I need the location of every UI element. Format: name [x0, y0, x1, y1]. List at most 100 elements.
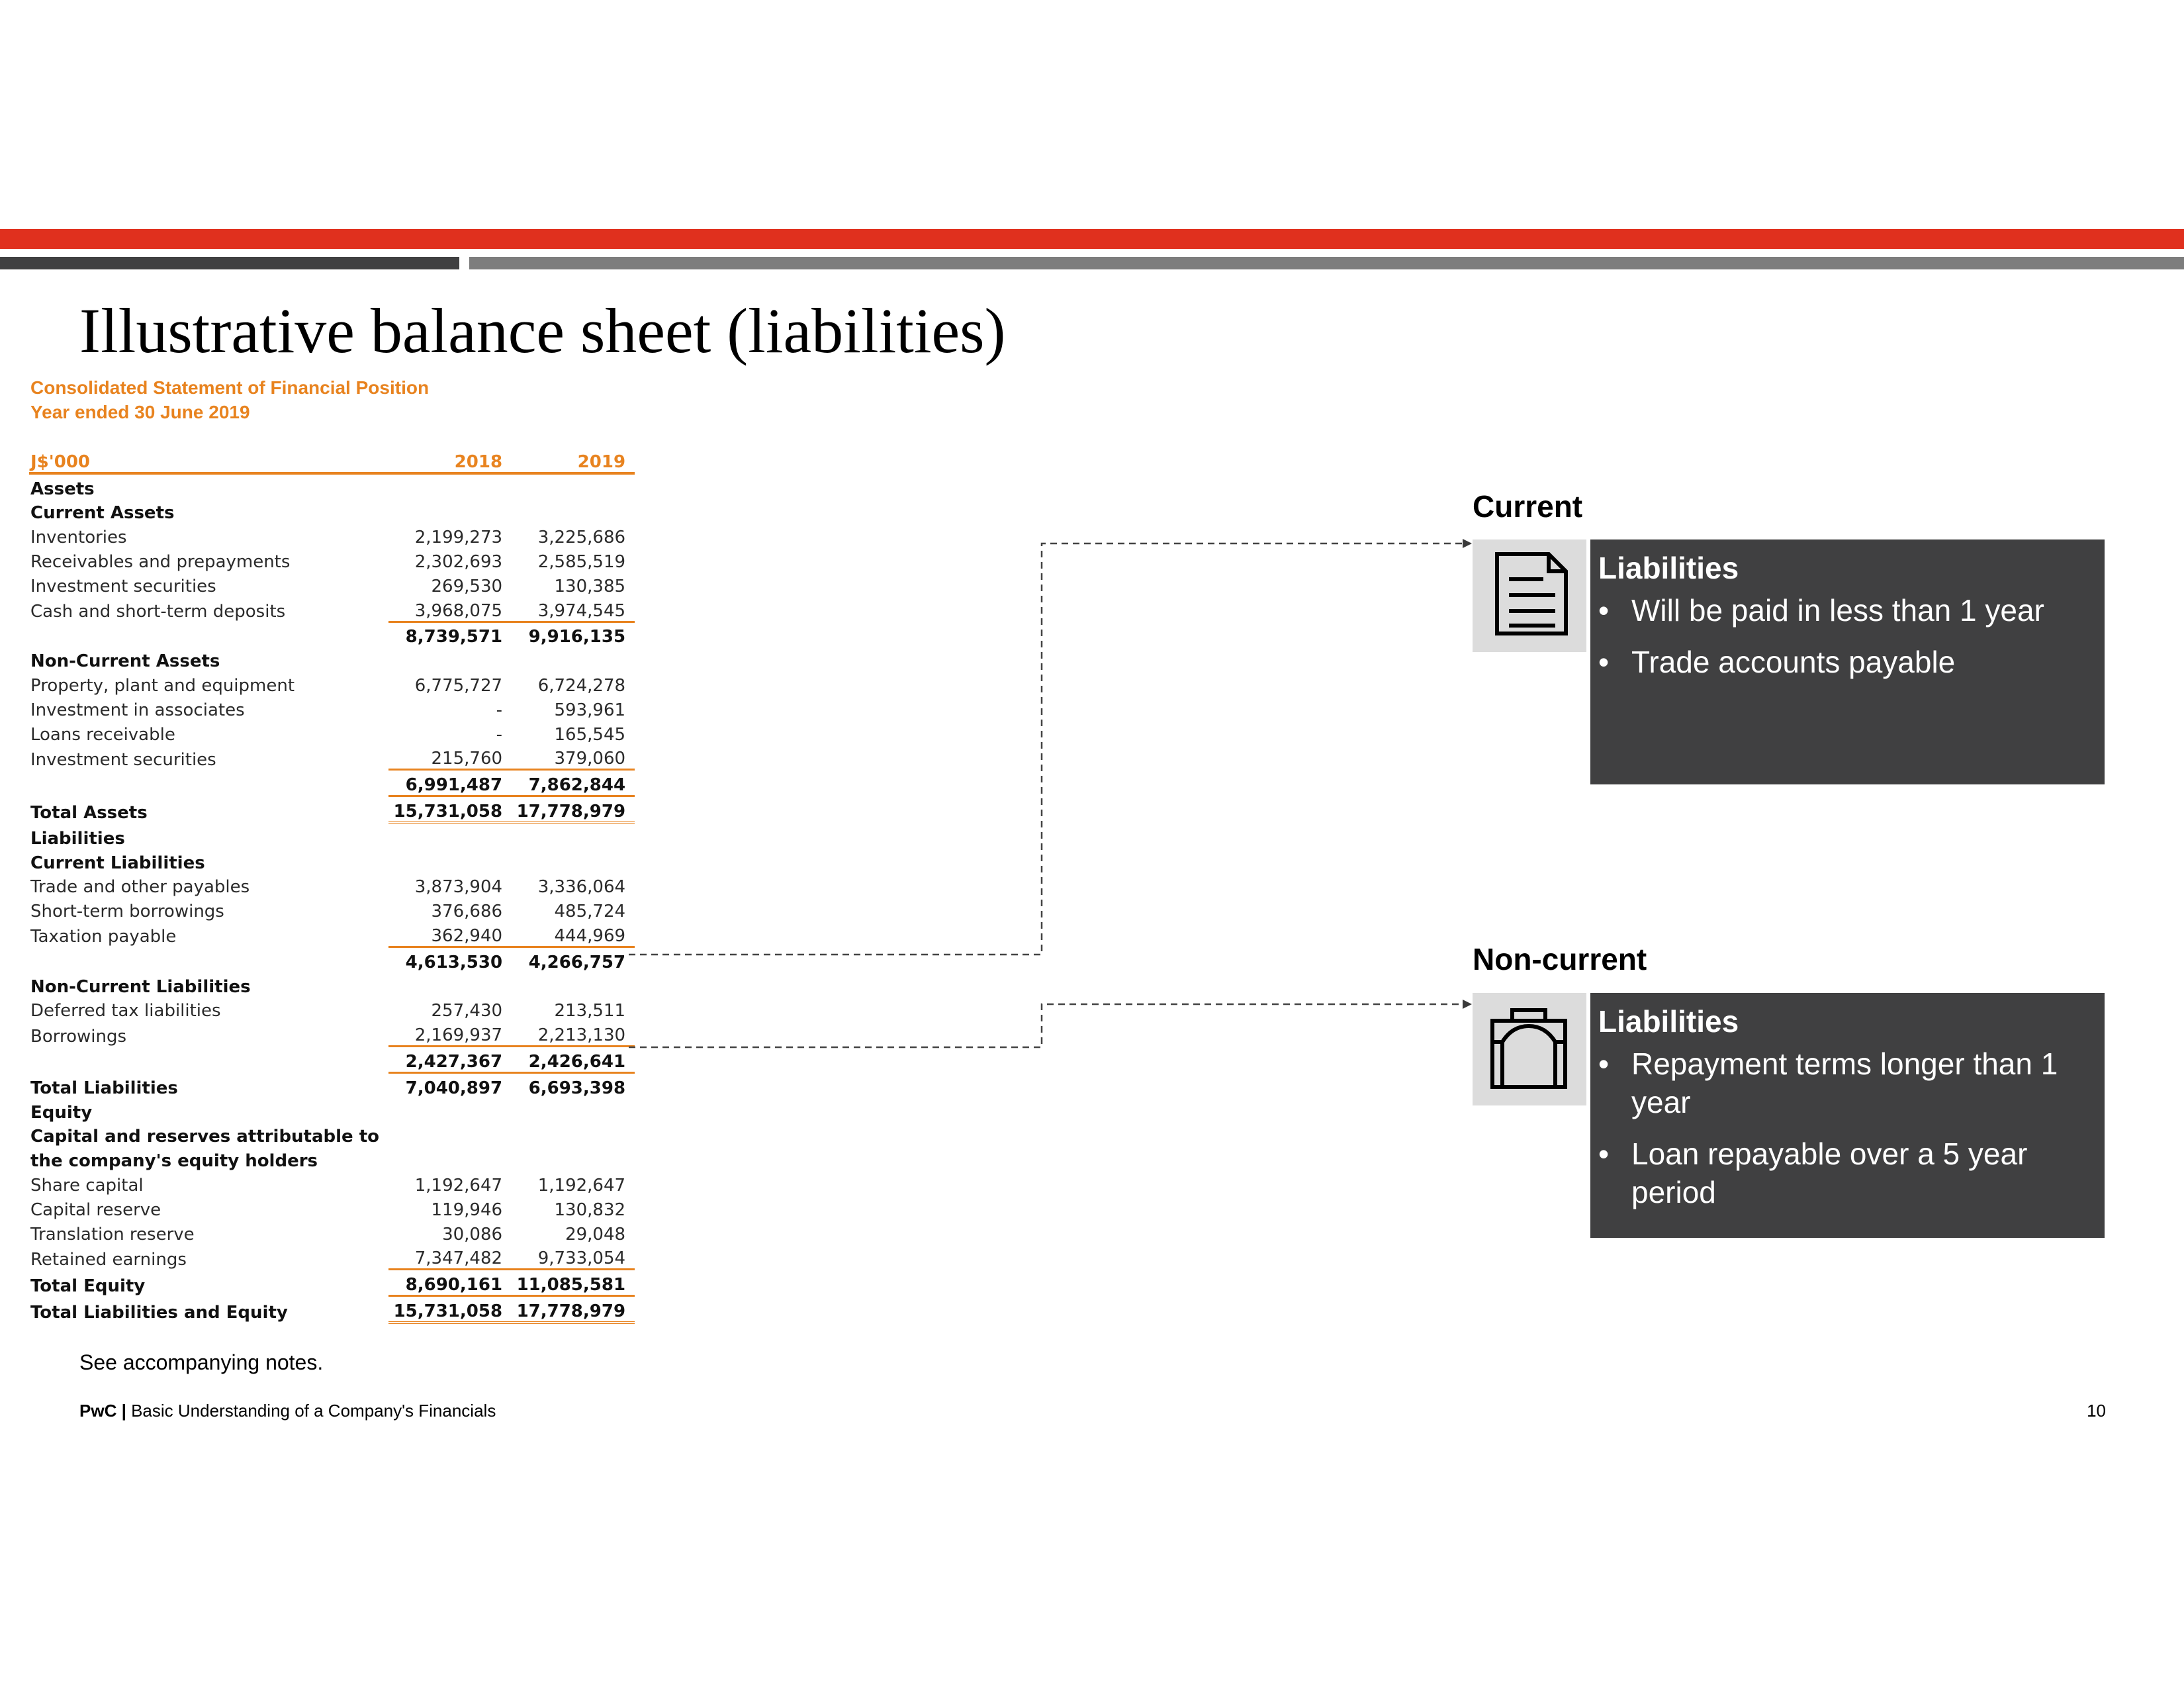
table-row: Share capital 1,192,647 1,192,647	[29, 1171, 635, 1196]
table-row: Property, plant and equipment 6,775,727 6,…	[29, 671, 635, 696]
table-row: Retained earnings 7,347,482 9,733,054	[29, 1244, 635, 1271]
table-header-row: J$'000 2018 2019	[29, 447, 635, 475]
page-number: 10	[2087, 1401, 2106, 1421]
current-bullet-list: Will be paid in less than 1 year Trade a…	[1598, 591, 2093, 681]
row-label: Total Liabilities and Equity	[30, 1302, 288, 1323]
column-header-2019: 2019	[512, 447, 635, 475]
table-row: Loans receivable - 165,545	[29, 720, 635, 745]
value-2019: 1,192,647	[537, 1175, 626, 1196]
value-2019: 17,778,979	[512, 1295, 635, 1324]
value-2018: -	[496, 724, 503, 745]
value-2018: 6,991,487	[388, 769, 512, 798]
table-row: Non-Current Assets	[29, 647, 635, 671]
page-title: Illustrative balance sheet (liabilities)	[79, 295, 1006, 366]
value-2019: 7,862,844	[512, 769, 635, 798]
slide-notes: See accompanying notes.	[79, 1350, 324, 1374]
noncurrent-liabilities-connector	[629, 1000, 1472, 1049]
current-liabilities-connector	[629, 539, 1472, 956]
value-2018: -	[496, 700, 503, 720]
row-label: Investment securities	[30, 576, 216, 596]
row-label: Deferred tax liabilities	[30, 1001, 221, 1021]
row-label: Inventories	[30, 528, 127, 548]
value-2018: 3,968,075	[388, 596, 512, 623]
row-label: Assets	[30, 479, 95, 499]
table-row: Capital reserve 119,946 130,832	[29, 1196, 635, 1220]
value-2019: 29,048	[565, 1224, 626, 1244]
statement-heading: Consolidated Statement of Financial Posi…	[30, 375, 429, 424]
column-header-unit: J$'000	[29, 447, 389, 475]
value-2019: 165,545	[554, 724, 626, 745]
current-liabilities-card: Liabilities Will be paid in less than 1 …	[1590, 539, 2105, 784]
noncurrent-bullet-list: Repayment terms longer than 1 year Loan …	[1598, 1045, 2093, 1211]
value-2018: 7,347,482	[388, 1244, 512, 1271]
header-divider-dark	[0, 257, 459, 269]
value-2018: 269,530	[431, 576, 503, 596]
value-2019: 3,336,064	[537, 877, 626, 898]
value-2018: 15,731,058	[388, 796, 512, 824]
value-2019: 11,085,581	[512, 1269, 635, 1297]
current-bullet: Will be paid in less than 1 year	[1598, 591, 2093, 630]
row-label: Property, plant and equipment	[30, 675, 295, 696]
table-row: Total Assets 15,731,058 17,778,979	[29, 796, 635, 824]
row-label: Investment securities	[30, 749, 216, 770]
row-label: Current Assets	[30, 503, 175, 524]
table-row: Borrowings 2,169,937 2,213,130	[29, 1021, 635, 1048]
value-2018: 8,739,571	[405, 627, 503, 647]
table-row: Current Liabilities	[29, 849, 635, 873]
value-2018: 2,169,937	[388, 1021, 512, 1048]
table-row: 2,427,367 2,426,641	[29, 1046, 635, 1074]
row-label: the company's equity holders	[30, 1151, 318, 1172]
value-2018: 257,430	[431, 1001, 503, 1021]
value-2019: 2,426,641	[512, 1046, 635, 1074]
table-row: Investment securities 269,530 130,385	[29, 572, 635, 596]
row-label: Equity	[30, 1102, 93, 1123]
table-row: Short-term borrowings 376,686 485,724	[29, 897, 635, 921]
table-row: Investment securities 215,760 379,060	[29, 744, 635, 771]
row-label: Cash and short-term deposits	[30, 602, 286, 622]
row-label: Total Assets	[30, 802, 148, 823]
value-2018: 1,192,647	[414, 1175, 503, 1196]
footer-brand: PwC	[79, 1401, 117, 1421]
table-row: Equity	[29, 1098, 635, 1123]
row-label: Receivables and prepayments	[30, 551, 291, 572]
current-section-label: Current	[1473, 489, 1583, 524]
table-row: Cash and short-term deposits 3,968,075 3,9…	[29, 596, 635, 623]
value-2018: 15,731,058	[388, 1295, 512, 1324]
value-2019: 17,778,979	[512, 796, 635, 824]
value-2018: 3,873,904	[414, 877, 503, 898]
table-row: 8,739,571 9,916,135	[29, 622, 635, 647]
value-2019: 593,961	[554, 700, 626, 720]
value-2018: 2,199,273	[414, 528, 503, 548]
value-2019: 444,969	[512, 921, 635, 948]
row-label: Capital and reserves attributable to	[30, 1127, 380, 1147]
table-row: Total Equity 8,690,161 11,085,581	[29, 1269, 635, 1297]
slide-footer: PwC | Basic Understanding of a Company's…	[79, 1401, 496, 1421]
footer-separator: |	[116, 1401, 132, 1421]
table-row: Deferred tax liabilities 257,430 213,511	[29, 997, 635, 1021]
row-label: Total Liabilities	[30, 1078, 178, 1098]
table-row: Assets	[29, 473, 635, 499]
current-card-title: Liabilities	[1598, 551, 1739, 585]
value-2019: 130,385	[554, 576, 626, 596]
briefcase-icon	[1490, 1008, 1567, 1089]
value-2018: 7,040,897	[405, 1078, 503, 1098]
value-2019: 379,060	[512, 744, 635, 771]
row-label: Investment in associates	[30, 700, 245, 720]
value-2018: 30,086	[442, 1224, 503, 1244]
table-row: Total Liabilities 7,040,897 6,693,398	[29, 1072, 635, 1098]
row-label: Total Equity	[30, 1276, 146, 1296]
row-label: Liabilities	[30, 828, 125, 849]
table-row: Trade and other payables 3,873,904 3,336,0…	[29, 873, 635, 898]
value-2018: 4,613,530	[405, 952, 503, 972]
noncurrent-bullet: Loan repayable over a 5 year period	[1598, 1135, 2093, 1211]
value-2018: 6,775,727	[414, 675, 503, 696]
value-2019: 4,266,757	[528, 952, 626, 972]
document-icon	[1495, 552, 1568, 635]
row-label: Trade and other payables	[30, 877, 250, 898]
value-2019: 9,916,135	[528, 627, 626, 647]
current-bullet: Trade accounts payable	[1598, 643, 2093, 681]
row-label: Short-term borrowings	[30, 902, 224, 922]
balance-sheet-table: J$'000 2018 2019 Assets Current Assets Inv…	[29, 447, 635, 1324]
value-2019: 9,733,054	[512, 1244, 635, 1271]
